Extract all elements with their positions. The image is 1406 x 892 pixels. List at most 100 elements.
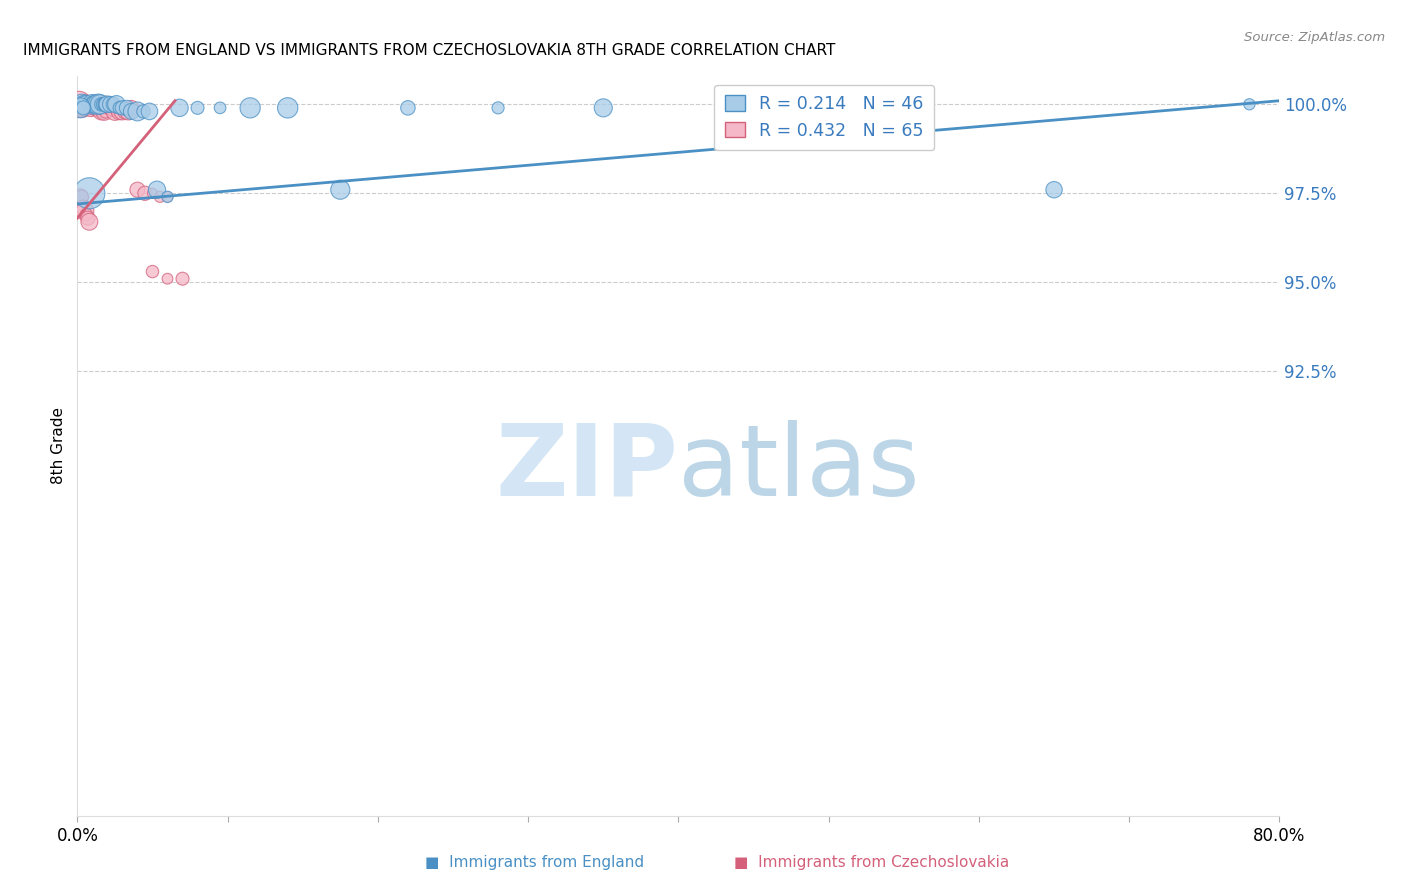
Point: [146, 183, 169, 197]
Point: [73, 101, 96, 115]
Point: [82, 101, 104, 115]
Point: [100, 101, 122, 115]
Point: [87, 97, 110, 112]
Point: [103, 101, 125, 115]
Point: [67, 97, 90, 112]
Legend: R = 0.214   N = 46, R = 0.432   N = 65: R = 0.214 N = 46, R = 0.432 N = 65: [714, 85, 934, 150]
Point: [120, 104, 142, 119]
Point: [186, 101, 209, 115]
Point: [84, 97, 107, 112]
Point: [83, 97, 105, 112]
Point: [105, 101, 128, 115]
Point: [91, 97, 114, 112]
Text: ■  Immigrants from Czechoslovakia: ■ Immigrants from Czechoslovakia: [734, 855, 1010, 870]
Point: [239, 101, 262, 115]
Point: [111, 101, 134, 115]
Point: [94, 97, 117, 112]
Text: atlas: atlas: [679, 420, 920, 516]
Point: [103, 97, 125, 112]
Point: [169, 101, 191, 115]
Point: [120, 101, 142, 115]
Point: [80, 97, 103, 112]
Point: [94, 104, 117, 119]
Point: [127, 104, 149, 119]
Point: [132, 104, 155, 119]
Point: [90, 104, 112, 119]
Point: [713, 101, 735, 115]
Point: [156, 271, 179, 285]
Point: [114, 104, 136, 119]
Point: [89, 101, 111, 115]
Point: [209, 101, 232, 115]
Point: [105, 97, 128, 112]
Point: [592, 101, 614, 115]
Point: [93, 104, 115, 119]
Point: [107, 104, 129, 119]
Point: [69, 190, 91, 204]
Point: [87, 101, 110, 115]
Point: [86, 97, 108, 112]
Point: [76, 211, 98, 226]
Point: [141, 186, 163, 201]
Point: [79, 97, 101, 112]
Point: [91, 104, 114, 119]
Point: [93, 97, 115, 112]
Point: [90, 97, 112, 112]
Point: [79, 186, 101, 201]
Text: ZIP: ZIP: [495, 420, 679, 516]
Point: [172, 271, 194, 285]
Point: [93, 97, 115, 112]
Point: [111, 104, 134, 119]
Point: [89, 97, 111, 112]
Point: [848, 101, 870, 115]
Point: [72, 201, 94, 215]
Point: [97, 101, 120, 115]
Point: [486, 101, 509, 115]
Point: [94, 97, 117, 112]
Text: Source: ZipAtlas.com: Source: ZipAtlas.com: [1244, 31, 1385, 45]
Point: [138, 104, 160, 119]
Point: [90, 97, 112, 112]
Point: [91, 97, 114, 112]
Point: [70, 97, 93, 112]
Point: [79, 97, 101, 112]
Point: [76, 101, 98, 115]
Point: [96, 97, 118, 112]
Point: [108, 104, 131, 119]
Point: [141, 264, 163, 278]
Point: [73, 204, 96, 219]
Point: [134, 186, 156, 201]
Point: [1239, 97, 1261, 112]
Point: [79, 215, 101, 229]
Point: [70, 101, 93, 115]
Point: [79, 101, 101, 115]
Point: [117, 104, 139, 119]
Point: [80, 97, 103, 112]
Point: [396, 101, 419, 115]
Point: [149, 190, 172, 204]
Point: [80, 101, 103, 115]
Point: [75, 97, 97, 112]
Point: [83, 97, 105, 112]
Point: [82, 97, 104, 112]
Point: [73, 97, 96, 112]
Point: [108, 101, 131, 115]
Point: [75, 208, 97, 222]
Point: [84, 101, 107, 115]
Point: [86, 101, 108, 115]
Point: [115, 101, 138, 115]
Point: [277, 101, 299, 115]
Point: [96, 97, 118, 112]
Point: [76, 97, 98, 112]
Point: [1043, 183, 1066, 197]
Point: [104, 104, 127, 119]
Point: [69, 97, 91, 112]
Point: [87, 97, 110, 112]
Point: [75, 97, 97, 112]
Point: [329, 183, 352, 197]
Point: [72, 101, 94, 115]
Point: [76, 97, 98, 112]
Point: [156, 190, 179, 204]
Point: [75, 101, 97, 115]
Y-axis label: 8th Grade: 8th Grade: [51, 408, 66, 484]
